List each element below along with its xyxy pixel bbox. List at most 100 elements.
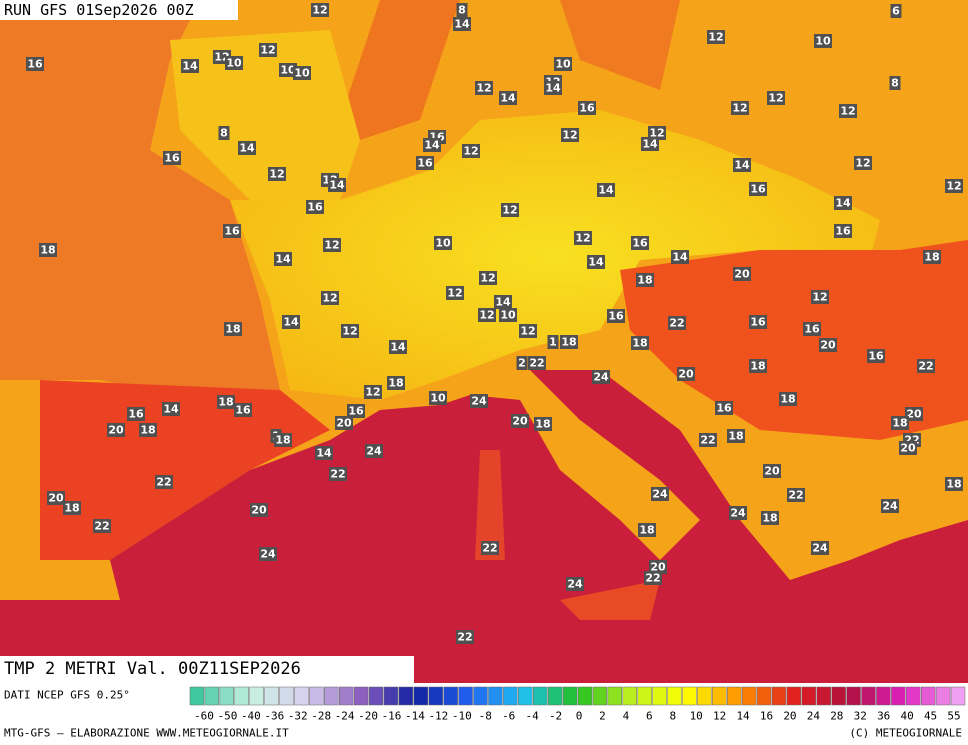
label-box — [293, 66, 311, 80]
legend-label: -6 — [502, 710, 515, 723]
temperature-label: 14 — [239, 142, 255, 155]
temperature-label: 24 — [730, 507, 746, 520]
temperature-label: 12 — [768, 92, 783, 105]
temperature-label: 12 — [575, 232, 590, 245]
label-box — [475, 81, 493, 95]
temperature-label: 16 — [417, 157, 433, 170]
label-box — [668, 316, 686, 330]
temperature-label: 14 — [275, 253, 291, 266]
legend-label: -14 — [405, 710, 425, 723]
temperature-label: 18 — [388, 377, 403, 390]
temperature-label: 18 — [140, 424, 155, 437]
legend-swatch — [518, 686, 533, 706]
label-box — [139, 423, 157, 437]
label-box — [733, 158, 751, 172]
temperature-label: 18 — [924, 251, 939, 264]
temperature-label: 14 — [163, 403, 179, 416]
temperature-label: 22 — [700, 434, 715, 447]
label-box — [328, 178, 346, 192]
temperature-label: 18 — [561, 336, 576, 349]
temperature-label: 20 — [900, 442, 916, 455]
legend-swatch — [249, 686, 264, 706]
label-box — [641, 137, 659, 151]
temperature-label: 20 — [820, 339, 836, 352]
temperature-label: 10 — [430, 392, 446, 405]
source-text: DATI NCEP GFS 0.25° — [4, 689, 130, 702]
temperature-label: 16 — [632, 237, 648, 250]
temperature-label: 6 — [892, 5, 900, 18]
legend-label: -2 — [549, 710, 562, 723]
temperature-label: 16 — [579, 102, 595, 115]
label-box — [707, 30, 725, 44]
legend-swatch — [398, 686, 414, 706]
temperature-label: 24 — [567, 578, 583, 591]
legend-swatch — [876, 686, 891, 706]
label-box — [217, 395, 235, 409]
label-box — [347, 404, 365, 418]
label-box — [499, 91, 517, 105]
temperature-label: 16 — [224, 225, 240, 238]
legend-swatch — [861, 686, 876, 706]
label-box — [364, 385, 382, 399]
label-box — [456, 630, 474, 644]
temperature-label: 24 — [366, 445, 382, 458]
temperature-label: 12 — [480, 272, 495, 285]
legend-swatch — [771, 686, 787, 706]
temperature-label: 12 — [365, 386, 380, 399]
temperature-label: 18 — [637, 274, 652, 287]
temperature-label: 18 — [632, 337, 647, 350]
legend-label: 12 — [713, 710, 726, 723]
britain — [170, 30, 360, 200]
temperature-label: 18 — [535, 418, 550, 431]
legend-label: 40 — [901, 710, 914, 723]
label-box — [163, 151, 181, 165]
temperature-label: 10 — [555, 58, 571, 71]
label-box — [677, 367, 695, 381]
temperature-label: 8 — [458, 4, 466, 17]
label-box — [636, 273, 654, 287]
temperature-label: 10 — [280, 64, 296, 77]
temperature-label: 18 — [40, 244, 55, 257]
legend-swatch — [726, 686, 742, 706]
legend-swatch — [488, 686, 503, 706]
temperature-label: 12 — [463, 145, 478, 158]
temperature-label: 18 — [728, 430, 743, 443]
temperature-label: 12 — [342, 325, 357, 338]
label-box — [779, 392, 797, 406]
label-box — [470, 394, 488, 408]
legend-swatch — [204, 686, 220, 706]
legend-label: -8 — [479, 710, 492, 723]
label-box — [519, 324, 537, 338]
label-box — [749, 359, 767, 373]
field-text: TMP 2 METRI Val. 00Z11SEP2026 — [4, 659, 301, 679]
label-box — [699, 433, 717, 447]
label-box — [26, 57, 44, 71]
legend-label: 10 — [690, 710, 703, 723]
label-box — [733, 267, 751, 281]
temperature-label: 10 — [294, 67, 310, 80]
label-box — [162, 402, 180, 416]
label-box — [107, 423, 125, 437]
temperature-label: 20 — [734, 268, 750, 281]
temperature-label: 12 — [732, 102, 747, 115]
label-box — [945, 179, 963, 193]
temperature-label: 22 — [669, 317, 684, 330]
temperature-label: 24 — [652, 488, 668, 501]
temperature-label: 12 — [840, 105, 855, 118]
label-box — [839, 104, 857, 118]
temperature-label: 14 — [390, 341, 406, 354]
label-box — [899, 441, 917, 455]
label-box — [597, 183, 615, 197]
legend-label: 14 — [736, 710, 750, 723]
temperature-label: 14 — [734, 159, 750, 172]
legend-swatch — [697, 686, 712, 706]
temperature-label: 18 — [218, 396, 233, 409]
legend-label: -50 — [218, 710, 238, 723]
legend-label: -10 — [452, 710, 472, 723]
label-box — [881, 499, 899, 513]
label-box — [528, 356, 546, 370]
label-box — [341, 324, 359, 338]
legend-swatch — [324, 686, 339, 706]
temperature-label: 18 — [762, 512, 777, 525]
temperature-label: 24 — [593, 371, 609, 384]
